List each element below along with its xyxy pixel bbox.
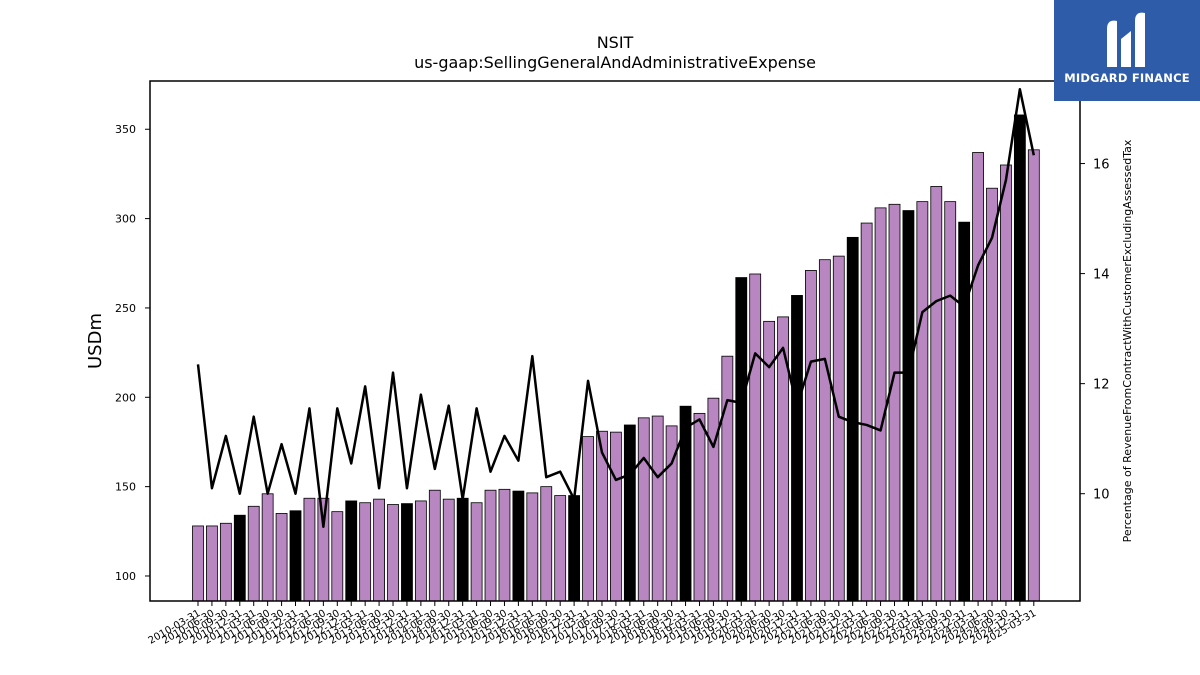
chart-title: NSIT [597,33,634,52]
bar-2015-06-30 [484,489,497,602]
bar-2015-12-31 [512,490,525,602]
bar-2011-12-31 [289,510,302,602]
bar-2019-03-31 [693,412,706,602]
percentage-line [196,88,1036,528]
bar-2023-03-31 [916,201,929,602]
bar-2022-12-31 [902,210,915,602]
bar-2021-03-31 [805,270,817,602]
bar-2013-12-31 [401,503,413,602]
y2-tick-label: 14 [1093,268,1110,283]
midgard-logo-icon [1107,12,1145,67]
y-tick-label: 350 [115,123,136,136]
bar-2015-09-30 [498,488,511,602]
bar-2013-06-30 [373,498,385,602]
bar-2014-12-31 [456,497,469,602]
bar-2010-12-31 [233,514,246,602]
bar-2015-03-31 [470,502,483,602]
bar-2017-09-30 [610,431,622,602]
y2-tick-label: 10 [1093,488,1110,503]
bar-2010-03-31 [192,525,204,602]
bar-2017-12-31 [623,424,636,602]
bar-series [192,114,1040,602]
bar-2018-03-31 [637,417,650,602]
bar-2017-06-30 [596,430,608,602]
bar-2016-03-31 [526,492,539,602]
bar-2021-12-31 [846,236,859,602]
x-axis: 2010-03-312010-06-302010-09-302010-12-31… [147,601,1038,647]
y2-tick-label: 16 [1093,158,1110,173]
bar-2020-12-31 [791,295,803,602]
bar-2011-06-30 [261,493,274,602]
y2-tick-label: 12 [1093,378,1110,393]
bar-2016-12-31 [568,495,581,602]
chart-subtitle: us-gaap:SellingGeneralAndAdministrativeE… [414,53,816,72]
percentage-line-series [196,88,1036,528]
bar-2011-09-30 [275,513,288,602]
y-tick-label: 300 [115,213,136,226]
bar-2020-03-31 [749,273,762,602]
bar-2024-12-31 [1013,114,1026,602]
y-tick-label: 250 [115,302,136,315]
bar-2018-06-30 [651,415,664,602]
bar-2017-03-31 [582,436,594,602]
bar-2013-09-30 [387,504,399,602]
brand-logo: MIDGARD FINANCE [1054,0,1200,101]
bar-2023-06-30 [930,186,943,602]
y2-axis-label: Percentage of RevenueFromContractWithCus… [1121,139,1134,542]
bar-2014-03-31 [414,500,427,602]
bar-2024-09-30 [1000,164,1012,602]
bar-2014-06-30 [428,489,441,602]
left-axis: 100 150 200 250 300 350 [115,123,150,583]
bar-2022-06-30 [874,207,887,602]
bar-2023-09-30 [944,201,957,602]
bar-2010-09-30 [219,522,232,602]
bar-2024-06-30 [986,187,998,602]
bar-2024-03-31 [972,152,984,602]
brand-name: MIDGARD FINANCE [1064,71,1190,85]
bar-2014-09-30 [442,498,455,602]
bar-2019-09-30 [721,355,734,602]
y-tick-label: 150 [115,481,136,494]
bar-2012-03-31 [303,497,316,602]
bar-2022-09-30 [888,203,901,602]
bar-2010-06-30 [206,525,218,602]
bar-2012-06-30 [317,497,330,602]
bar-2021-06-30 [818,259,831,602]
right-axis: 10 12 14 16 [1080,158,1110,503]
bar-2011-03-31 [247,505,260,602]
bar-2012-09-30 [331,511,344,602]
bar-2019-06-30 [707,397,720,602]
y-axis-label: USDm [85,313,106,369]
bar-2023-12-31 [958,221,971,602]
y-tick-label: 100 [115,570,136,583]
plot-frame [149,80,1081,602]
bar-2025-03-31 [1027,149,1040,602]
bar-2021-09-30 [832,255,845,602]
bar-2012-12-31 [345,500,358,602]
bar-2019-12-31 [735,277,748,602]
y-tick-label: 200 [115,391,136,404]
bar-2016-06-30 [540,486,553,602]
bar-2016-09-30 [554,495,567,602]
bar-2013-03-31 [359,502,372,602]
bar-2022-03-31 [860,222,873,602]
